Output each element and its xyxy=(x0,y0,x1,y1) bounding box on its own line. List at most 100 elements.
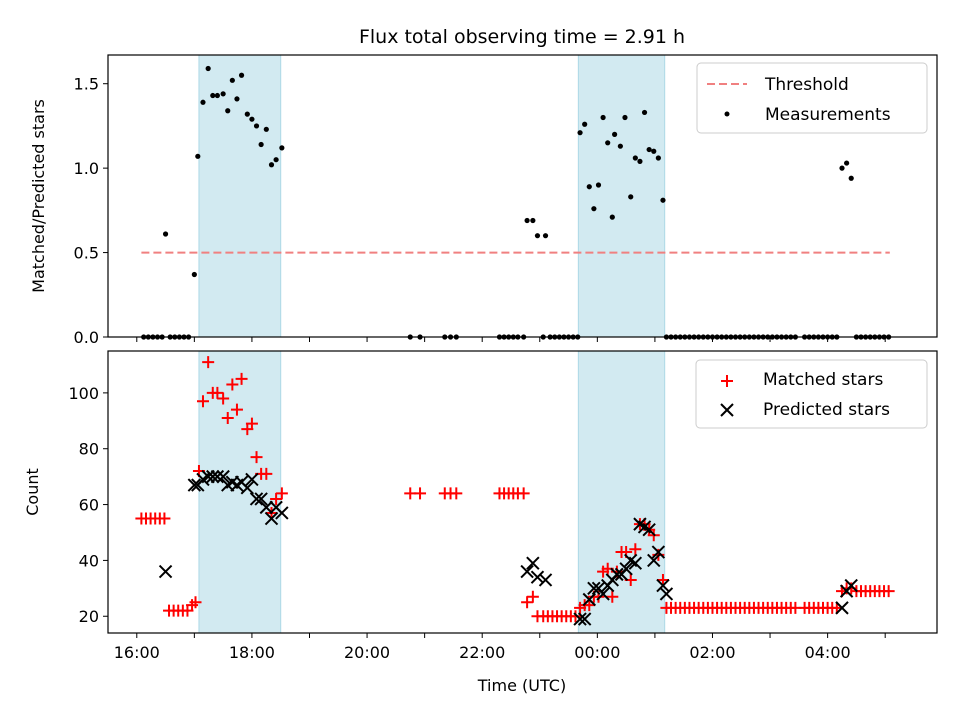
measurement-point xyxy=(258,141,264,148)
matched-legend-label: Matched stars xyxy=(763,370,883,390)
measurement-point xyxy=(253,123,260,129)
matched-star-point xyxy=(158,512,171,525)
matched-star-point xyxy=(569,610,582,623)
measurement-point xyxy=(617,143,623,149)
predicted-star-point xyxy=(642,522,656,537)
x-tick-label: 02:00 xyxy=(689,643,735,662)
measurement-point xyxy=(214,92,220,99)
matched-star-point xyxy=(270,492,283,505)
measurement-point xyxy=(225,108,231,114)
predicted-star-point xyxy=(628,556,643,570)
predicted-star-point xyxy=(259,500,274,515)
predicted-star-point xyxy=(245,472,259,487)
matched-star-point xyxy=(196,395,209,408)
bottom-panel: 20 40 60 80 100 16:00 18:00 20:00 22:00 00:00 02:0… xyxy=(23,350,938,695)
matched-star-point xyxy=(517,487,530,500)
measurement-point xyxy=(238,72,245,78)
matched-star-point xyxy=(250,451,263,464)
measurement-point xyxy=(234,96,240,102)
matched-star-point xyxy=(245,417,258,430)
bottom-axes-frame xyxy=(107,350,938,634)
matched-star-point xyxy=(235,372,248,385)
matched-star-point xyxy=(656,573,669,586)
top-plot-area: 0.0 0.5 1.0 1.5 xyxy=(74,54,938,347)
matched-star-point xyxy=(606,590,619,603)
x-tick-label: 16:00 xyxy=(114,643,160,662)
matched-star-point xyxy=(275,487,288,500)
matched-star-point xyxy=(230,403,243,416)
top-y-tick-label: 0.0 xyxy=(74,328,99,347)
x-tick-label: 20:00 xyxy=(344,643,390,662)
predicted-star-point xyxy=(647,553,661,568)
bottom-y-tick-label: 40 xyxy=(79,551,99,570)
top-y-tick-label: 0.5 xyxy=(74,244,99,263)
measurement-point xyxy=(268,162,275,168)
matched-star-point xyxy=(217,392,230,405)
measurement-point xyxy=(600,114,606,121)
x-tick-label: 00:00 xyxy=(574,643,620,662)
x-tick-label: 04:00 xyxy=(805,643,851,662)
measurement-point xyxy=(205,65,211,72)
measurement-point xyxy=(612,131,618,137)
bottom-y-tick-label: 60 xyxy=(79,496,99,515)
bottom-legend: Matched stars Predicted stars xyxy=(695,359,928,429)
measurement-point xyxy=(848,175,854,181)
predicted-star-point xyxy=(526,556,540,570)
predicted-star-point xyxy=(582,592,596,607)
bottom-ylabel: Count xyxy=(23,468,42,516)
predicted-star-point xyxy=(187,478,202,492)
measurement-point xyxy=(162,231,169,237)
matched-star-point xyxy=(189,596,202,609)
measurement-point xyxy=(655,155,661,161)
measurement-point xyxy=(595,182,602,188)
measurement-point xyxy=(844,160,850,166)
top-shaded-interval-0 xyxy=(198,54,282,338)
measurement-point xyxy=(839,165,845,171)
measurement-point xyxy=(622,114,628,121)
predicted-star-point xyxy=(651,545,666,559)
predicted-star-point xyxy=(254,492,268,506)
predicted-star-point xyxy=(573,612,587,626)
bottom-markers xyxy=(135,356,895,626)
top-title: Flux total observing time = 2.91 h xyxy=(359,26,685,48)
predicted-star-point xyxy=(656,578,670,593)
predicted-legend-swatch xyxy=(720,403,734,417)
measurement-point xyxy=(632,155,638,161)
threshold-legend-label: Threshold xyxy=(764,75,849,95)
bottom-y-tick-label: 100 xyxy=(68,384,99,403)
predicted-star-point xyxy=(530,570,545,584)
predicted-star-point xyxy=(610,567,624,582)
bottom-y-tick-label: 20 xyxy=(79,607,99,626)
measurements-legend-swatch xyxy=(724,111,730,117)
measurement-point xyxy=(210,92,216,99)
top-axes-frame xyxy=(107,54,938,338)
bottom-plot-area: 20 40 60 80 100 16:00 18:00 20:00 22:00 00:00 02:0… xyxy=(68,350,938,662)
matched-star-point xyxy=(526,590,539,603)
measurement-point xyxy=(279,145,285,151)
measurement-point xyxy=(244,111,250,117)
measurement-point xyxy=(542,233,549,239)
measurement-point xyxy=(200,99,206,105)
matched-star-point xyxy=(583,599,596,612)
matched-star-point xyxy=(211,386,224,399)
measurement-point xyxy=(249,116,255,122)
bottom-legend-frame xyxy=(695,359,928,429)
matched-legend-swatch xyxy=(721,375,733,387)
measurement-point xyxy=(628,194,634,200)
measurement-point xyxy=(591,206,597,212)
predicted-star-point xyxy=(659,587,674,601)
measurement-point xyxy=(263,126,269,132)
predicted-star-point xyxy=(210,469,225,484)
matched-star-point xyxy=(882,585,895,598)
measurement-point xyxy=(637,158,643,164)
predicted-star-point xyxy=(520,564,534,579)
x-tick-label: 18:00 xyxy=(229,643,275,662)
matched-star-point xyxy=(414,487,427,500)
measurement-point xyxy=(641,109,648,116)
bottom-xlabel: Time (UTC) xyxy=(477,676,566,695)
measurement-point xyxy=(586,184,592,190)
measurement-point xyxy=(651,148,657,154)
matched-star-point xyxy=(221,412,234,425)
predicted-star-point xyxy=(158,564,173,579)
